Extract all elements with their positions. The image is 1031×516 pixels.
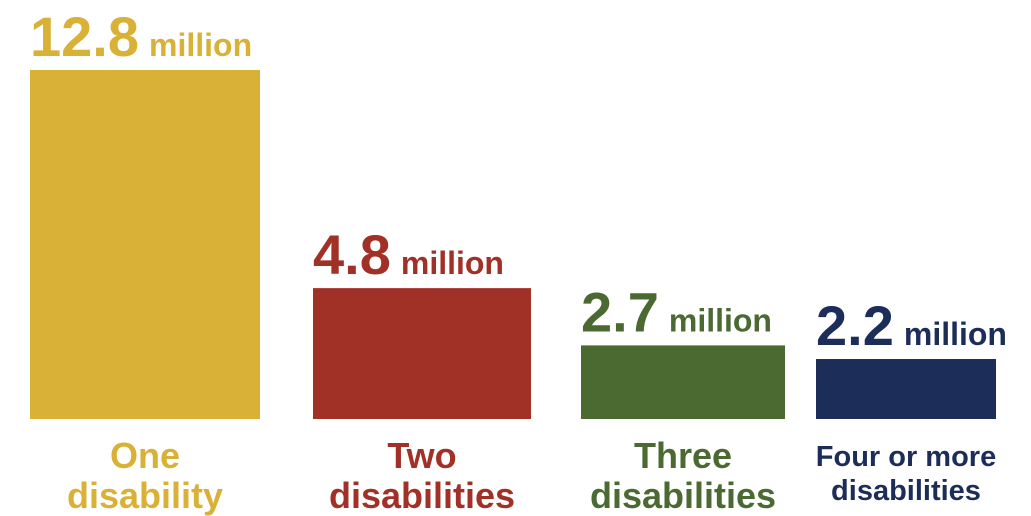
value-number-3: 2.7 — [581, 280, 659, 343]
category-label-3-line-1: Three — [634, 435, 732, 476]
category-label-4-line-2: disabilities — [831, 475, 981, 507]
category-labels-layer: OnedisabilityTwodisabilitiesThreedisabil… — [67, 435, 996, 516]
value-labels-layer: 12.8 million 4.8 million 2.7 million 2.2 millio… — [30, 5, 1007, 357]
value-label-1: 12.8 million — [30, 5, 252, 68]
value-label-3: 2.7 million — [581, 280, 772, 343]
bar-1 — [30, 70, 260, 419]
category-label-2-line-2: disabilities — [329, 475, 515, 516]
value-number-4: 2.2 — [816, 294, 894, 357]
category-label-1-line-1: One — [110, 435, 180, 476]
value-unit-1: million — [149, 27, 252, 63]
value-unit-3: million — [669, 302, 772, 338]
value-label-4: 2.2 million — [816, 294, 1007, 357]
bar-4 — [816, 359, 996, 419]
bar-2 — [313, 288, 531, 419]
value-number-1: 12.8 — [30, 5, 139, 68]
value-label-2: 4.8 million — [313, 223, 504, 286]
value-number-2: 4.8 — [313, 223, 391, 286]
bar-3 — [581, 345, 785, 419]
value-unit-2: million — [401, 245, 504, 281]
category-label-4-line-1: Four or more — [816, 441, 996, 473]
category-label-2-line-1: Two — [387, 435, 456, 476]
bars-layer — [30, 70, 996, 419]
category-label-1-line-2: disability — [67, 475, 223, 516]
category-label-3-line-2: disabilities — [590, 475, 776, 516]
value-unit-4: million — [904, 316, 1007, 352]
